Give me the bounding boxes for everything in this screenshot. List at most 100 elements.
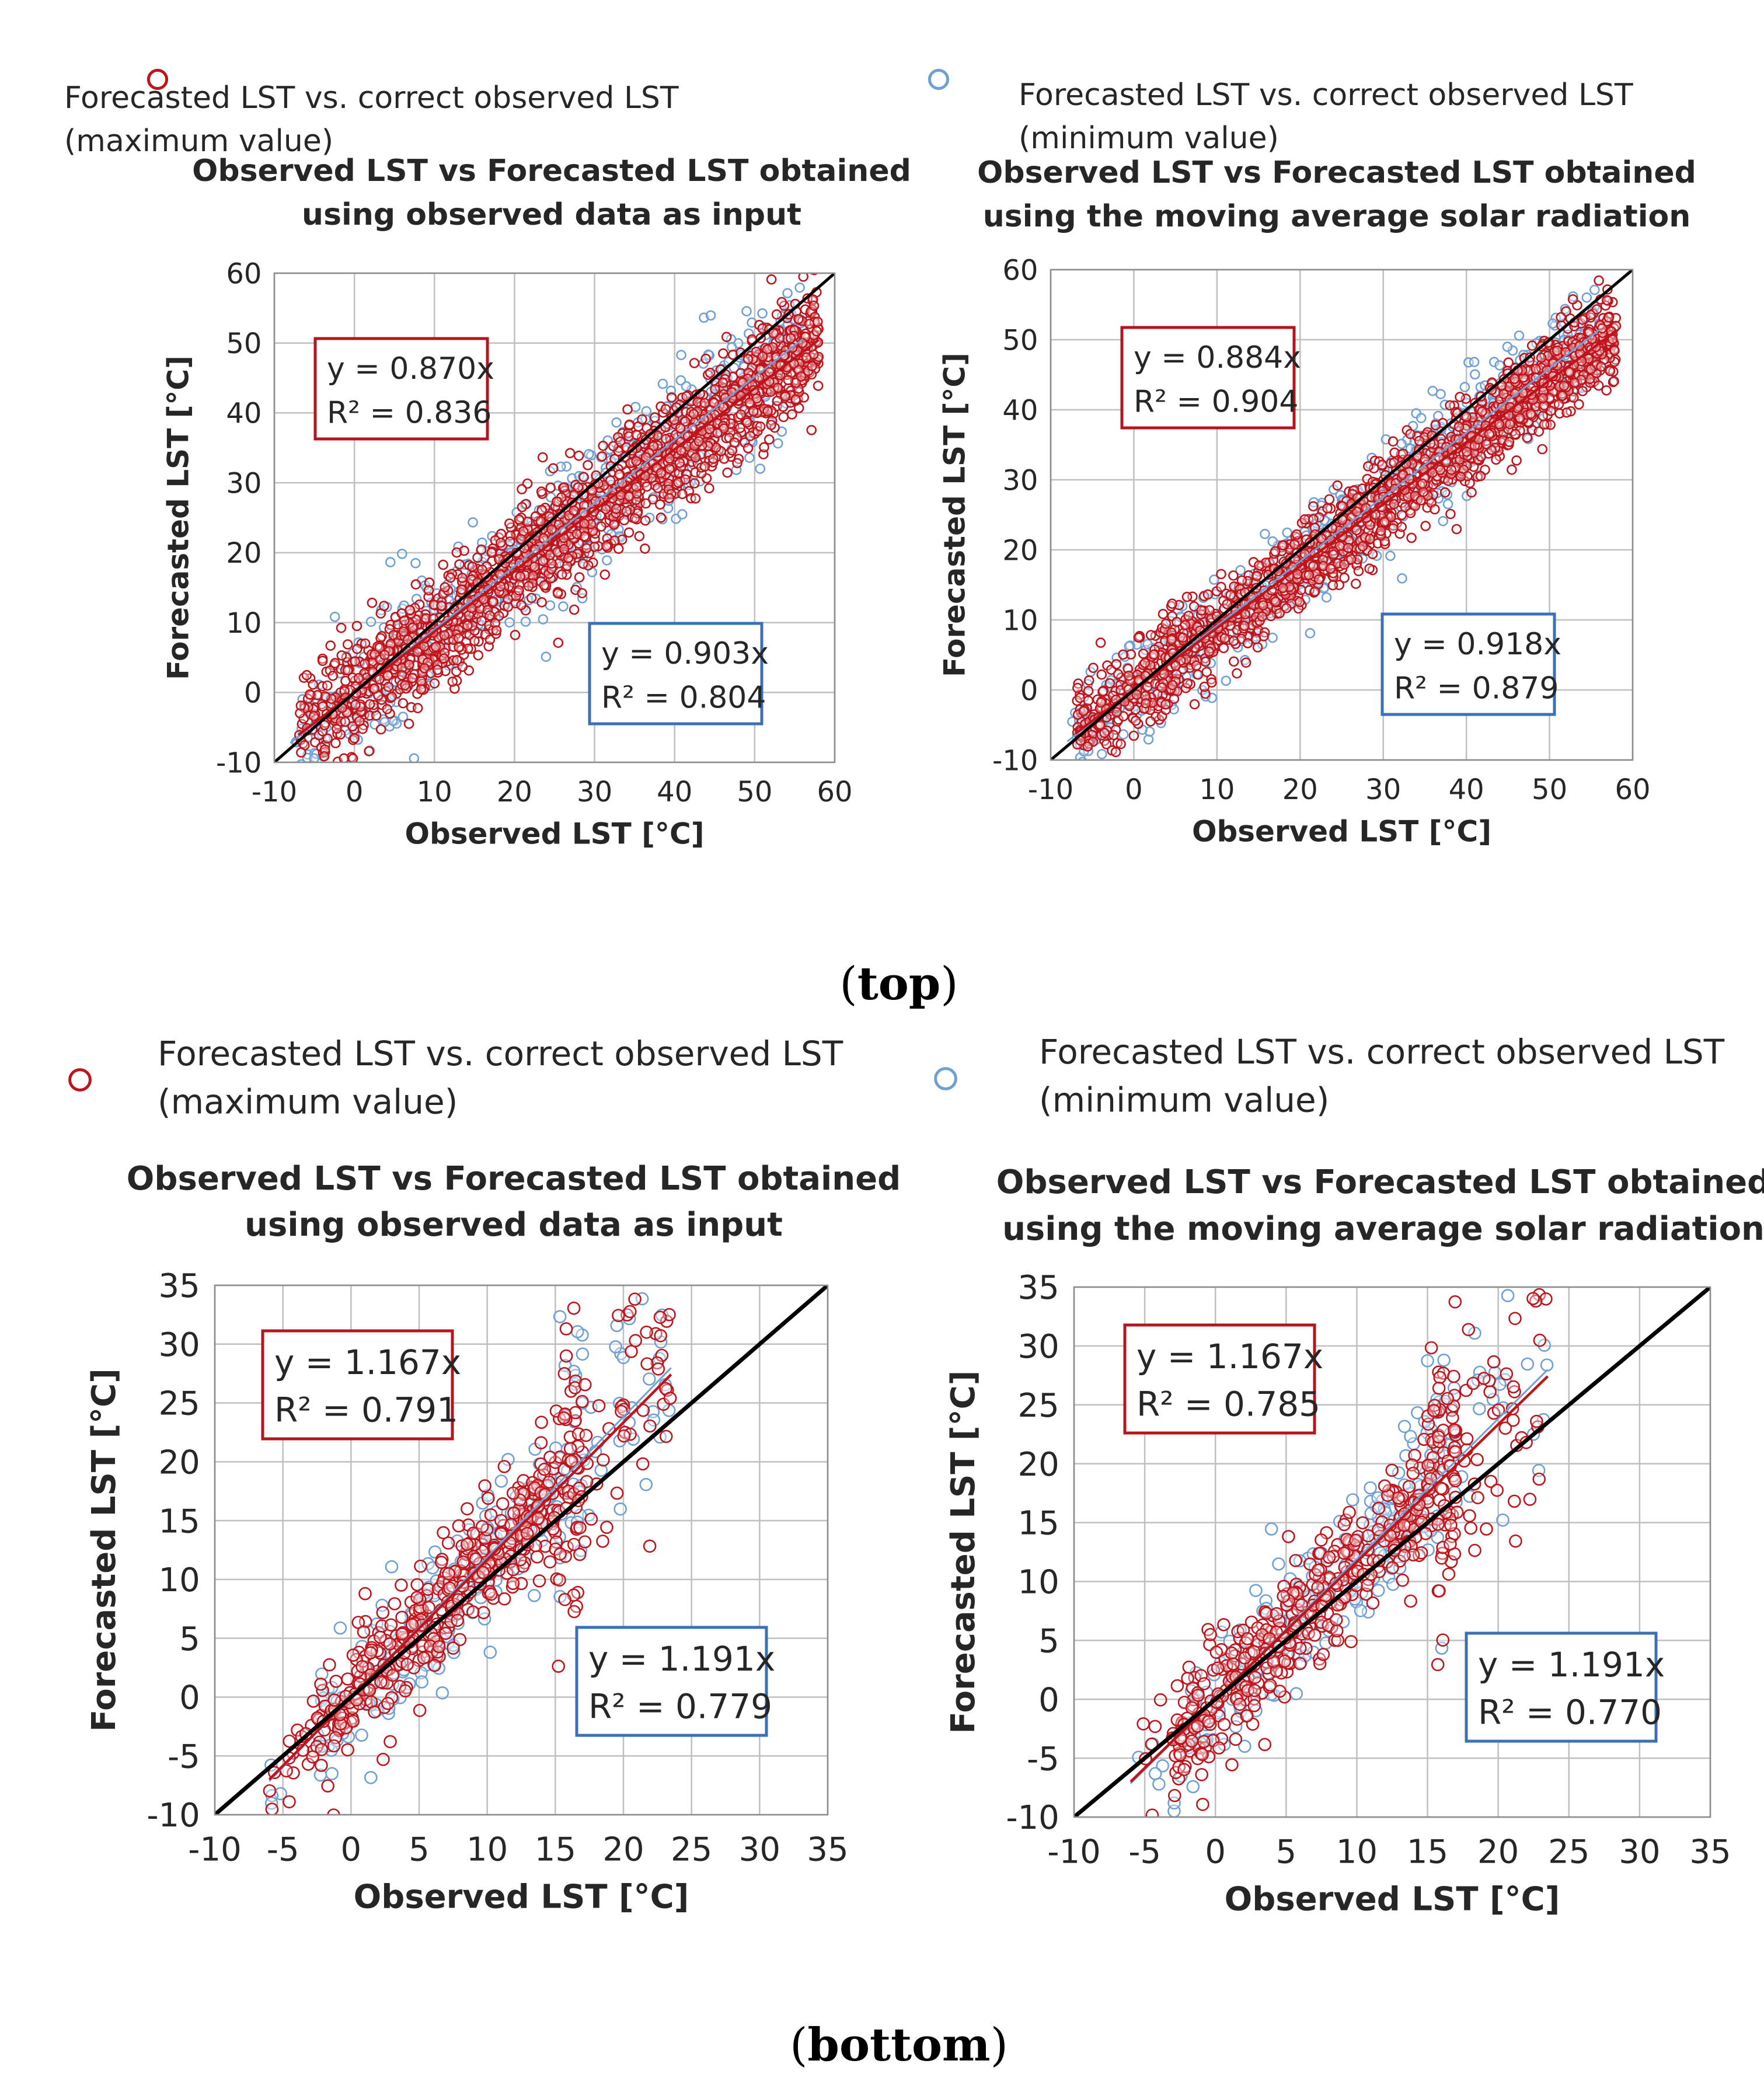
scatter-point xyxy=(515,534,527,545)
scatter-point xyxy=(1170,660,1181,671)
x-tick-label: 0 xyxy=(346,776,364,808)
scatter-point xyxy=(504,536,515,547)
scatter-point xyxy=(1072,682,1083,693)
scatter-point xyxy=(396,670,407,681)
scatter-point xyxy=(1416,413,1427,424)
scatter-point xyxy=(1385,550,1396,562)
scatter-point xyxy=(1139,658,1151,668)
scatter-point xyxy=(416,684,427,695)
r-squared-text: R² = 0.804 xyxy=(601,680,766,715)
scatter-point xyxy=(1536,353,1547,363)
scatter-point xyxy=(811,326,822,337)
scatter-point xyxy=(637,414,647,425)
scatter-point xyxy=(798,273,808,282)
scatter-point xyxy=(404,659,414,670)
x-tick-label: 10 xyxy=(417,776,452,808)
scatter-point xyxy=(330,738,341,748)
scatter-point xyxy=(330,773,339,782)
legend-marker-min-value xyxy=(928,68,950,90)
scatter-point xyxy=(1182,678,1193,689)
scatter-point xyxy=(504,617,515,628)
equation-box-min-value: y = 0.903x R² = 0.804 xyxy=(588,622,769,726)
scatter-point xyxy=(1141,698,1151,709)
scatter-point xyxy=(674,458,685,468)
scatter-point xyxy=(1097,749,1107,759)
scatter-point xyxy=(1158,609,1169,619)
equation-text: y = 0.918x xyxy=(1394,627,1561,662)
scatter-point xyxy=(596,521,606,532)
scatter-point xyxy=(1455,392,1465,402)
scatter-point xyxy=(438,559,449,570)
scatter-point xyxy=(1110,747,1121,758)
scatter-point xyxy=(1278,583,1288,594)
scatter-point xyxy=(486,548,497,558)
scatter-point xyxy=(766,420,776,430)
scatter-point xyxy=(649,412,660,423)
scatter-point xyxy=(407,622,418,633)
scatter-point xyxy=(1258,600,1268,611)
scatter-point xyxy=(308,679,319,690)
scatter-point xyxy=(351,643,362,654)
scatter-point xyxy=(801,352,812,363)
scatter-point xyxy=(663,503,674,514)
legend-label-min-line1: Forecasted LST vs. correct observed LST xyxy=(1039,1032,1725,1072)
scatter-point xyxy=(340,675,351,686)
scatter-point xyxy=(664,493,675,504)
scatter-point xyxy=(1332,480,1343,491)
scatter-point xyxy=(407,672,418,684)
scatter-point xyxy=(675,375,686,386)
scatter-point xyxy=(510,630,521,640)
x-tick-label: 5 xyxy=(409,1830,430,1868)
scatter-point xyxy=(1505,419,1515,430)
chart-title-line2: using observed data as input xyxy=(245,1206,783,1244)
scatter-point xyxy=(1589,284,1600,295)
scatter-point xyxy=(602,555,612,566)
scatter-point xyxy=(536,597,547,608)
scatter-point xyxy=(503,594,513,605)
x-tick-label: 25 xyxy=(671,1830,712,1868)
scatter-point xyxy=(583,449,594,459)
scatter-point xyxy=(1581,292,1592,303)
y-axis-title: Forecasted LST [°C] xyxy=(85,1368,123,1732)
scatter-point xyxy=(1095,637,1106,648)
chart-panel-top-left: Observed LST vs Forecasted LST obtainedu… xyxy=(162,154,911,851)
scatter-point xyxy=(1526,340,1538,351)
scatter-point xyxy=(552,588,563,599)
scatter-point xyxy=(412,647,423,657)
scatter-point xyxy=(776,297,787,308)
scatter-point xyxy=(1430,504,1440,515)
scatter-point xyxy=(1469,357,1480,368)
scatter-point xyxy=(1138,648,1149,659)
scatter-point xyxy=(1537,444,1547,455)
scatter-point xyxy=(771,309,782,320)
scatter-point xyxy=(467,562,478,572)
scatter-point xyxy=(496,528,507,539)
scatter-point xyxy=(1201,667,1212,678)
scatter-point xyxy=(1466,487,1477,498)
scatter-point xyxy=(806,424,817,435)
chart-title-line1: Observed LST vs Forecasted LST obtained xyxy=(977,155,1696,190)
x-tick-label: 60 xyxy=(817,776,852,808)
scatter-point xyxy=(1367,549,1378,560)
scatter-point xyxy=(754,372,765,383)
scatter-point xyxy=(1078,706,1089,717)
scatter-point xyxy=(1605,365,1616,376)
scatter-point xyxy=(1389,447,1400,458)
scatter-point xyxy=(657,378,668,389)
scatter-point xyxy=(577,558,588,569)
legend-marker-max-value xyxy=(147,68,169,90)
scatter-point xyxy=(597,451,608,462)
scatter-point xyxy=(704,483,714,494)
scatter-point xyxy=(325,665,336,676)
scatter-point xyxy=(1281,603,1292,613)
y-tick-label: 30 xyxy=(159,1326,200,1364)
scatter-point xyxy=(476,544,487,555)
scatter-point xyxy=(614,469,625,480)
scatter-point xyxy=(476,564,487,575)
equation-text: y = 0.903x xyxy=(601,636,769,671)
scatter-point xyxy=(1204,646,1215,657)
scatter-point xyxy=(1082,741,1093,752)
scatter-point xyxy=(1111,659,1122,670)
scatter-point xyxy=(340,716,351,727)
scatter-point xyxy=(1397,573,1407,584)
